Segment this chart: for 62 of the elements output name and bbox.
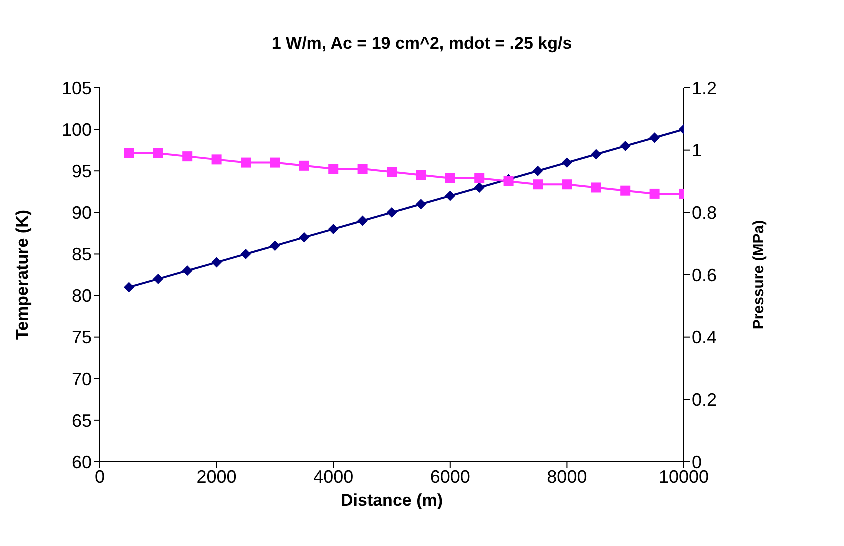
y2-tick-label: 0.8 — [692, 203, 718, 224]
point — [387, 167, 397, 178]
y-tick-label: 85 — [72, 244, 92, 265]
point — [650, 188, 660, 199]
point — [241, 249, 251, 260]
y-axis-title: Temperature (K) — [13, 210, 32, 340]
y2-tick-label: 0.2 — [692, 390, 718, 410]
point — [270, 240, 280, 251]
y-tick-label: 90 — [72, 203, 92, 224]
point — [124, 282, 134, 292]
x-axis-title: Distance (m) — [340, 491, 444, 510]
x-tick-label: 8000 — [547, 466, 588, 487]
point — [182, 152, 193, 162]
y-tick-label: 70 — [72, 369, 92, 390]
y2-axis-title: Pressure (MPa) — [750, 220, 768, 330]
point — [591, 182, 602, 193]
point — [153, 274, 164, 284]
y-tick-label: 100 — [62, 120, 92, 140]
point — [533, 180, 543, 190]
point — [562, 180, 572, 190]
y-tick-label: 60 — [72, 452, 92, 472]
point — [620, 141, 631, 152]
point — [299, 232, 310, 243]
y-tick-label: 80 — [72, 286, 92, 306]
point — [153, 148, 164, 158]
point — [328, 224, 339, 234]
point — [299, 160, 310, 171]
y2-tick-label: 1 — [692, 140, 702, 161]
y2-tick-label: 1.2 — [692, 78, 718, 98]
point — [416, 170, 426, 180]
point — [533, 166, 543, 176]
point — [650, 132, 660, 143]
point — [358, 216, 368, 226]
y-tick-label: 105 — [62, 78, 92, 98]
point — [474, 173, 485, 184]
x-tick-label: 0 — [94, 466, 106, 487]
x-tick-label: 6000 — [430, 466, 470, 487]
point — [124, 148, 134, 158]
y2-tick-label: 0.4 — [692, 328, 718, 348]
y2-tick-label: 0.6 — [692, 265, 718, 286]
point — [416, 199, 426, 210]
point — [474, 182, 485, 193]
point — [620, 186, 631, 196]
point — [182, 266, 193, 276]
point — [562, 158, 572, 168]
x-tick-label: 4000 — [314, 466, 354, 487]
point — [445, 173, 456, 184]
x-tick-label: 2000 — [196, 466, 237, 487]
point — [445, 191, 456, 202]
y-tick-label: 95 — [72, 162, 92, 182]
point — [241, 158, 251, 168]
y-tick-label: 75 — [72, 328, 92, 348]
point — [270, 158, 280, 168]
point — [212, 154, 222, 165]
point — [212, 258, 222, 268]
point — [591, 149, 602, 160]
point — [504, 176, 514, 186]
chart-title: 1 W/m, Ac = 19 cm^2, mdot = .25 kg/s — [270, 34, 574, 54]
point — [328, 164, 339, 174]
y-tick-label: 65 — [72, 410, 92, 431]
point — [387, 208, 397, 218]
point — [358, 164, 368, 174]
